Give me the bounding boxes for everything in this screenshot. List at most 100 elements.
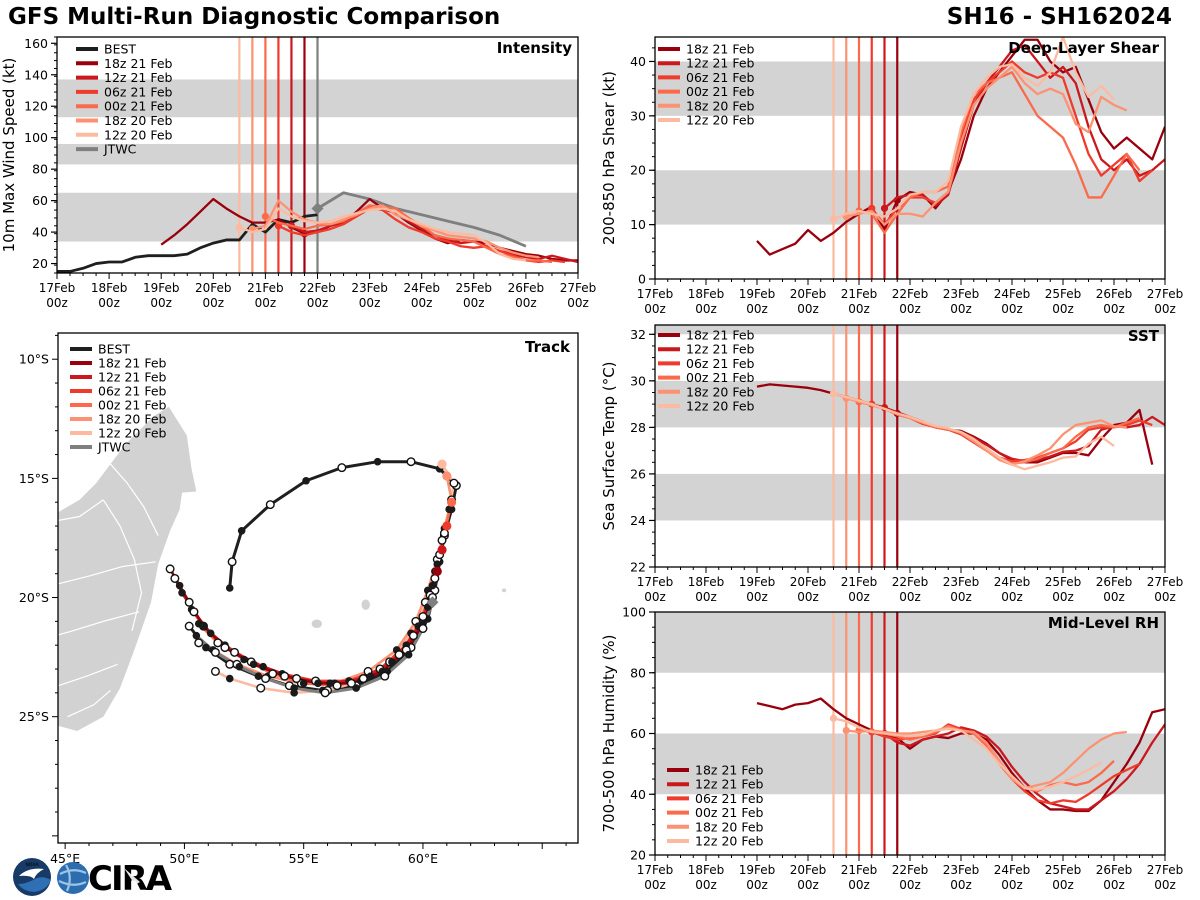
svg-text:00z: 00z	[1052, 590, 1074, 604]
track-fix-00z	[259, 662, 267, 671]
series-18z 20 Feb	[252, 199, 540, 259]
series-12z 21 Feb	[883, 723, 1165, 811]
x-axis: 17Feb00z18Feb00z19Feb00z20Feb00z21Feb00z…	[39, 273, 596, 310]
panel-title: Mid-Level RH	[1048, 614, 1159, 632]
svg-text:18Feb: 18Feb	[688, 287, 725, 301]
track-fix-12z	[184, 597, 194, 607]
svg-text:00z: 00z	[644, 302, 666, 316]
track-init-marker	[437, 459, 447, 469]
svg-text:06z 21 Feb: 06z 21 Feb	[695, 791, 764, 806]
svg-text:00z: 00z	[1001, 590, 1023, 604]
svg-text:00z 21 Feb: 00z 21 Feb	[104, 99, 173, 114]
track-fix-00z	[445, 505, 453, 514]
svg-text:00z: 00z	[307, 296, 329, 310]
svg-text:21Feb: 21Feb	[247, 281, 284, 295]
track-fix-00z	[388, 658, 396, 666]
svg-text:30: 30	[630, 108, 646, 123]
deep-layer-shear-chart: 17Feb00z18Feb00z19Feb00z20Feb00z21Feb00z…	[600, 36, 1184, 316]
track-fix-12z	[292, 674, 302, 684]
svg-text:00z: 00z	[150, 296, 172, 310]
x-axis: 17Feb00z18Feb00z19Feb00z20Feb00z21Feb00z…	[637, 279, 1184, 316]
svg-text:80: 80	[630, 665, 646, 680]
svg-text:24Feb: 24Feb	[403, 281, 440, 295]
svg-text:00z: 00z	[695, 878, 717, 892]
y-axis: 20 40 60 80 100	[622, 606, 655, 863]
svg-text:24Feb: 24Feb	[994, 575, 1031, 589]
track-fix-00z	[428, 581, 437, 590]
track-fix-12z	[449, 478, 459, 488]
category-band	[655, 473, 1165, 521]
svg-text:100: 100	[622, 606, 646, 620]
track-init-marker	[446, 497, 457, 507]
svg-text:20Feb: 20Feb	[790, 863, 827, 877]
track-fix-00z	[178, 588, 186, 597]
svg-text:BEST: BEST	[98, 342, 130, 357]
map-frame	[57, 332, 579, 844]
svg-text:18z 20 Feb: 18z 20 Feb	[98, 412, 167, 427]
svg-text:27Feb: 27Feb	[1147, 287, 1184, 301]
svg-text:0: 0	[638, 272, 646, 287]
svg-text:18z 21 Feb: 18z 21 Feb	[98, 356, 167, 371]
svg-text:00z: 00z	[950, 590, 972, 604]
svg-text:18z 20 Feb: 18z 20 Feb	[686, 98, 755, 113]
svg-text:22Feb: 22Feb	[299, 281, 336, 295]
svg-text:18z 20 Feb: 18z 20 Feb	[686, 384, 755, 399]
svg-text:00z 21 Feb: 00z 21 Feb	[695, 805, 764, 820]
svg-text:140: 140	[24, 67, 48, 82]
svg-text:32: 32	[630, 327, 646, 342]
svg-text:00z: 00z	[1154, 302, 1176, 316]
init-marker	[311, 202, 324, 215]
intensity-chart: 17Feb00z18Feb00z19Feb00z20Feb00z21Feb00z…	[0, 36, 596, 310]
svg-text:21Feb: 21Feb	[841, 287, 878, 301]
track-fix-12z	[210, 647, 220, 657]
y-axis-label: 700-500 hPa Humidity (%)	[600, 634, 618, 832]
svg-text:21Feb: 21Feb	[841, 575, 878, 589]
svg-text:00z: 00z	[899, 302, 921, 316]
svg-text:00z: 00z	[899, 590, 921, 604]
svg-text:10°S: 10°S	[19, 352, 49, 367]
svg-text:80: 80	[32, 162, 48, 177]
svg-text:12z 20 Feb: 12z 20 Feb	[686, 113, 755, 128]
svg-text:00z: 00z	[1001, 878, 1023, 892]
track-fix-12z	[337, 463, 347, 473]
svg-text:24Feb: 24Feb	[994, 863, 1031, 877]
svg-text:60°E: 60°E	[408, 851, 438, 866]
track-fix-00z	[192, 631, 201, 640]
sst-plot-area	[655, 325, 1165, 567]
svg-text:00z: 00z	[848, 878, 870, 892]
track-fix-00z	[366, 672, 375, 680]
track-fix-00z	[326, 679, 334, 688]
svg-text:BEST: BEST	[104, 42, 136, 57]
region-border	[67, 690, 111, 718]
svg-text:10: 10	[630, 217, 646, 232]
svg-text:JTWC: JTWC	[97, 440, 131, 455]
y-axis-label: Sea Surface Temp (°C)	[600, 361, 618, 530]
track-fix-12z	[256, 683, 266, 693]
series-12z 20 Feb	[833, 37, 1115, 221]
sst-chart: 17Feb00z18Feb00z19Feb00z20Feb00z21Feb00z…	[600, 324, 1183, 604]
svg-text:22Feb: 22Feb	[892, 863, 929, 877]
track-12z 21 Feb	[173, 549, 444, 685]
region-border	[110, 463, 159, 536]
track-BEST	[188, 460, 458, 692]
mid-level-rh-chart: 17Feb00z18Feb00z19Feb00z20Feb00z21Feb00z…	[600, 606, 1184, 892]
svg-text:12z 21 Feb: 12z 21 Feb	[695, 777, 764, 792]
svg-text:120: 120	[24, 99, 48, 114]
svg-text:00z: 00z	[746, 302, 768, 316]
panel-title: Intensity	[497, 39, 573, 57]
panel-title: Track	[525, 338, 571, 356]
svg-text:55°E: 55°E	[289, 851, 319, 866]
page-title: GFS Multi-Run Diagnostic Comparison	[8, 4, 501, 30]
svg-text:00z: 00z	[1103, 590, 1125, 604]
svg-text:00z: 00z	[1001, 302, 1023, 316]
svg-text:18z 21 Feb: 18z 21 Feb	[104, 56, 173, 71]
svg-text:12z 20 Feb: 12z 20 Feb	[695, 834, 764, 849]
y-axis-label: 200-850 hPa Shear (kt)	[600, 71, 618, 245]
svg-text:00z: 00z	[46, 296, 68, 310]
svg-text:27Feb: 27Feb	[1147, 863, 1184, 877]
island	[311, 619, 323, 629]
track-fix-12z	[184, 621, 194, 631]
svg-text:00z: 00z	[950, 878, 972, 892]
